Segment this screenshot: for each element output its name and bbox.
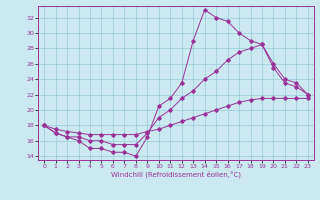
X-axis label: Windchill (Refroidissement éolien,°C): Windchill (Refroidissement éolien,°C)	[111, 171, 241, 178]
